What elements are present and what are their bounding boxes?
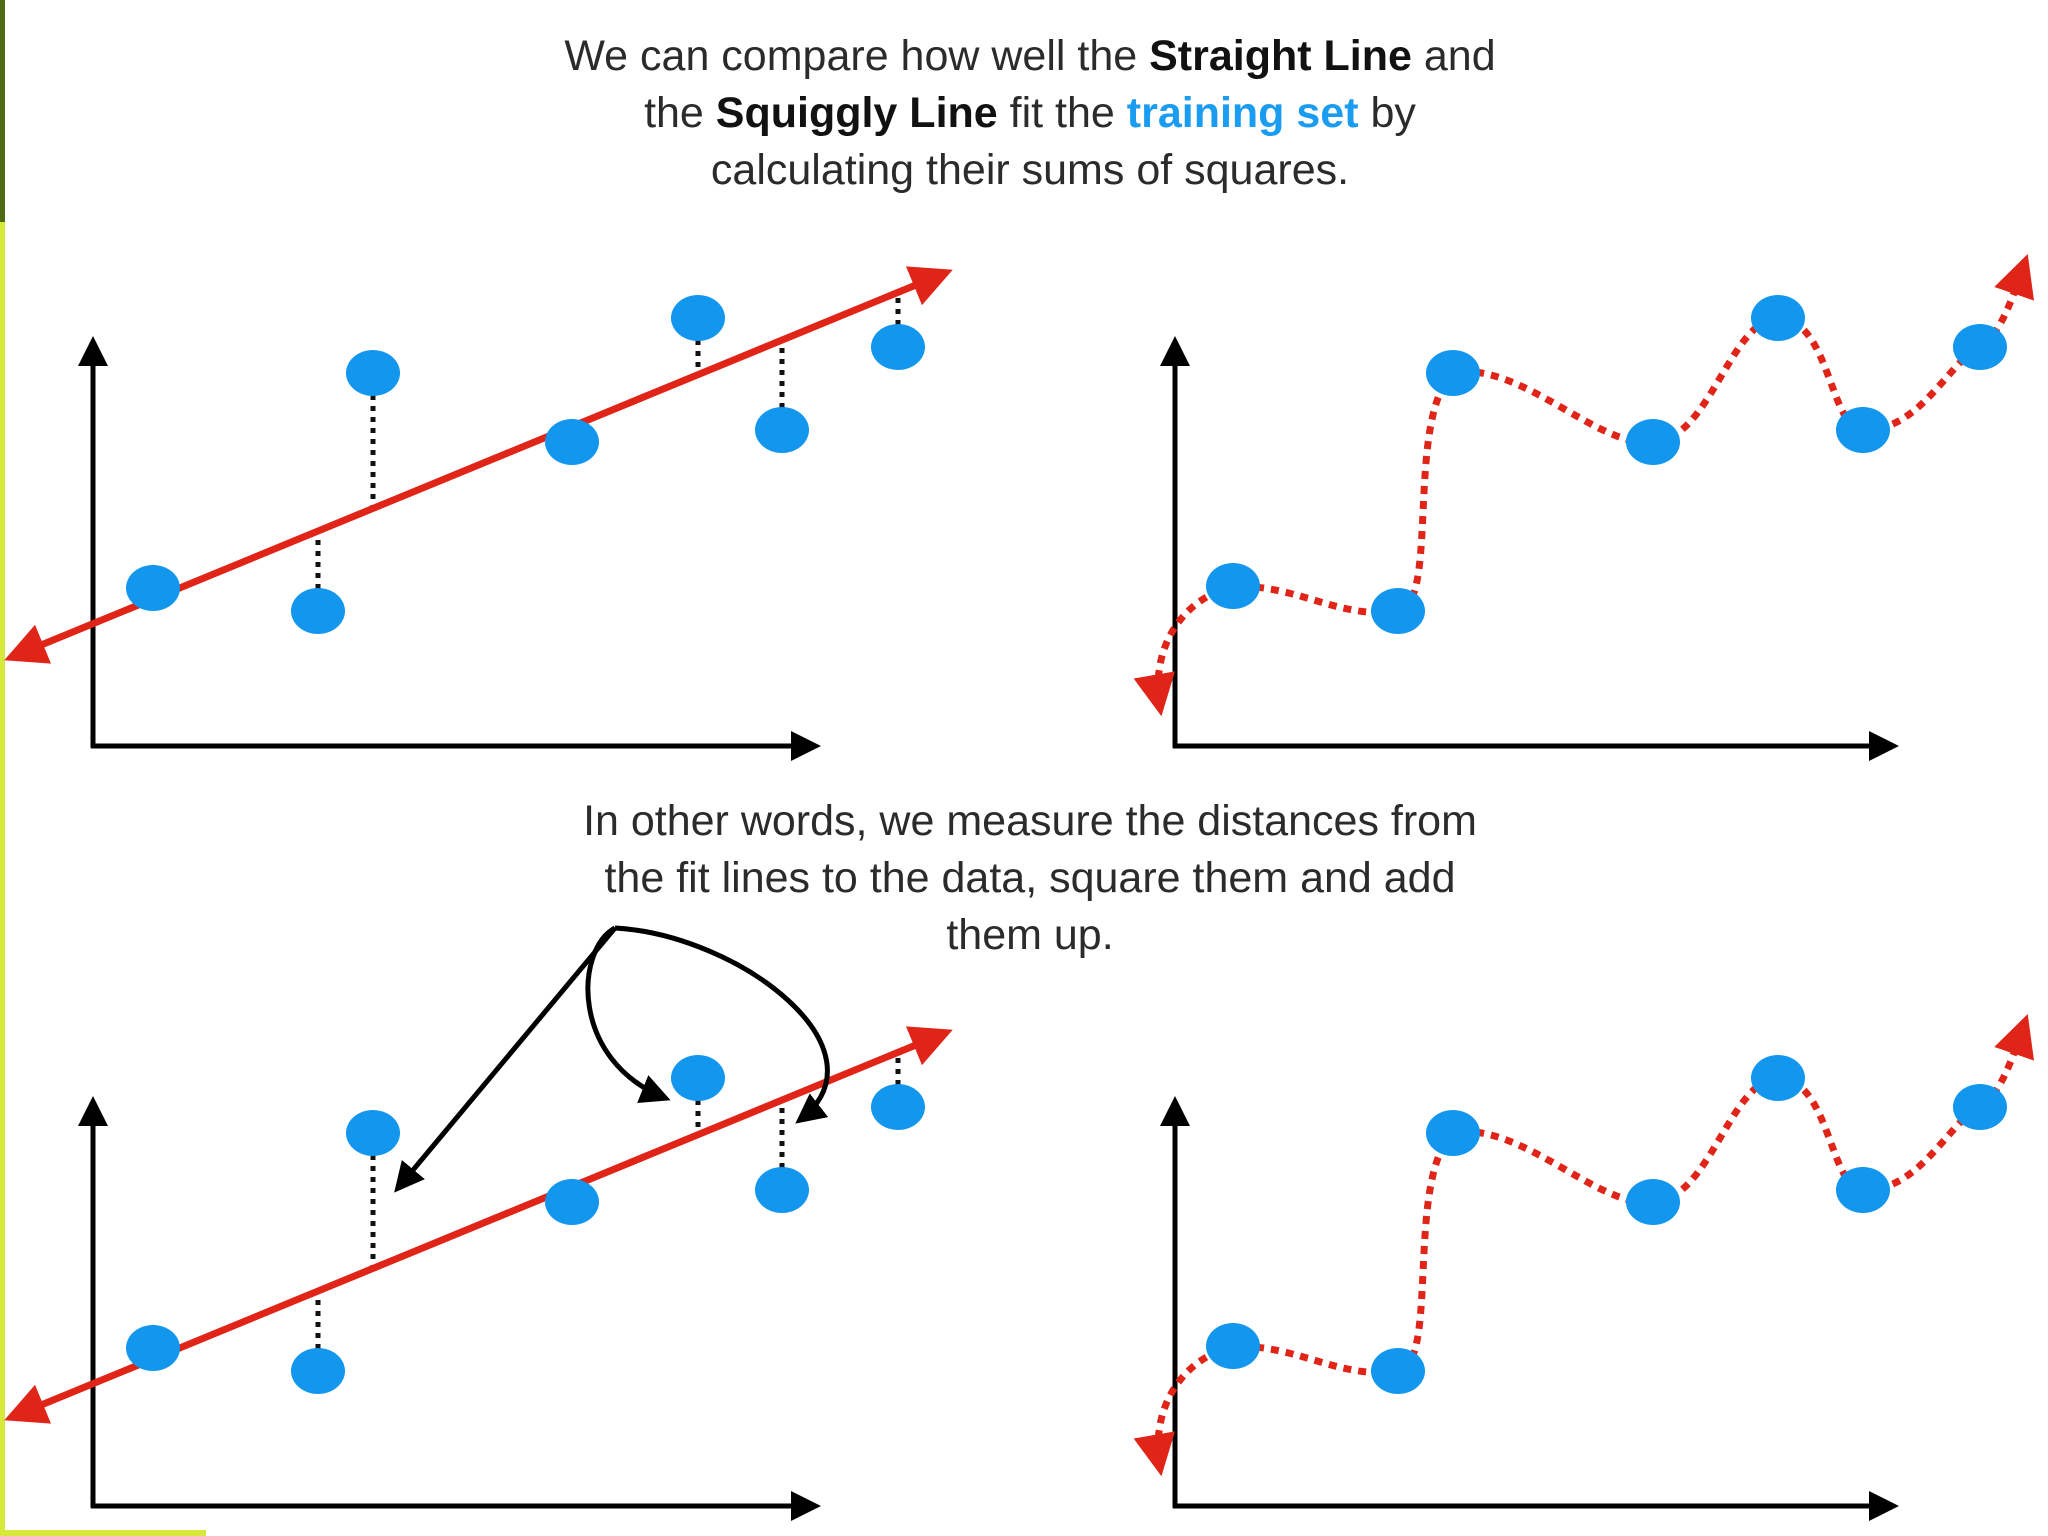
pointer-arrow-middle: [585, 925, 671, 1103]
caption-mid-line-1: In other words, we measure the distances…: [583, 797, 1477, 845]
caption-mid-line-3: them up.: [946, 911, 1114, 959]
pointer-arrow-left: [394, 926, 617, 1193]
data-point: [1206, 563, 1260, 609]
squiggly-line-fit-top: [1133, 254, 2034, 761]
data-point: [671, 295, 725, 341]
pointer-arrows: [394, 925, 830, 1193]
data-point: [755, 1167, 809, 1213]
data-point: [1751, 295, 1805, 341]
data-point: [755, 407, 809, 453]
caption-mid-line-2: the fit lines to the data, square them a…: [604, 854, 1456, 902]
data-point: [1426, 1110, 1480, 1156]
data-point: [1836, 407, 1890, 453]
pointer-arrow-right: [614, 925, 830, 1124]
data-point: [1626, 1179, 1680, 1225]
data-point: [1953, 1084, 2007, 1130]
data-point: [346, 350, 400, 396]
data-point: [871, 1084, 925, 1130]
caption-top-line-2: the Squiggly Line fit the training set b…: [644, 89, 1416, 137]
data-point: [545, 419, 599, 465]
training-set-term: training set: [1126, 89, 1359, 137]
data-point: [291, 1348, 345, 1394]
data-point: [1626, 419, 1680, 465]
data-point: [1751, 1055, 1805, 1101]
data-point: [1206, 1323, 1260, 1369]
straight-line-term: Straight Line: [1149, 32, 1412, 80]
caption-top: We can compare how well the Straight Lin…: [380, 28, 1680, 199]
squiggly-fit-line: [1133, 254, 2034, 717]
data-point: [1426, 350, 1480, 396]
squiggly-line-term: Squiggly Line: [715, 89, 998, 137]
caption-top-line-3: calculating their sums of squares.: [710, 146, 1350, 194]
data-point: [871, 324, 925, 370]
squiggly-line-fit-bottom: [1133, 1014, 2034, 1521]
data-point: [545, 1179, 599, 1225]
data-point: [1836, 1167, 1890, 1213]
squiggly-fit-line: [1133, 1014, 2034, 1477]
caption-middle: In other words, we measure the distances…: [380, 793, 1680, 964]
data-point: [126, 565, 180, 611]
data-point: [1371, 588, 1425, 634]
caption-top-line-1: We can compare how well the Straight Lin…: [564, 32, 1496, 80]
panels-layer: [4, 254, 2034, 1521]
straight-line-fit-top: [4, 266, 953, 761]
slide-border-accent: [0, 0, 5, 222]
data-point: [126, 1325, 180, 1371]
slide-border-left: [0, 0, 5, 1536]
data-point: [291, 588, 345, 634]
data-point: [671, 1055, 725, 1101]
data-point: [1953, 324, 2007, 370]
data-point: [1371, 1348, 1425, 1394]
data-point: [346, 1110, 400, 1156]
slide-border-bottom: [0, 1530, 206, 1536]
straight-line-fit-bottom: [4, 1026, 953, 1521]
